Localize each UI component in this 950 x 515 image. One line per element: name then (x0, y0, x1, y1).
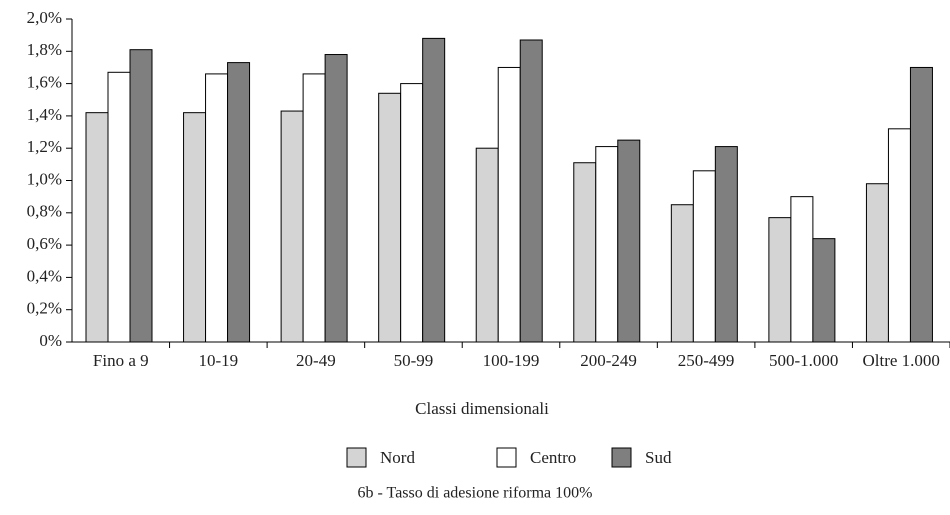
bar (519, 39, 543, 343)
y-tick-label: 1,8% (27, 40, 62, 59)
bar (595, 146, 619, 343)
bar (692, 170, 716, 343)
x-tick-label: 10-19 (198, 351, 239, 370)
bar (107, 71, 131, 343)
bar (865, 183, 889, 343)
bar (302, 73, 326, 343)
y-tick-label: 1,2% (27, 137, 62, 156)
x-axis-title: Classi dimensionali (415, 399, 549, 418)
caption: 6b - Tasso di adesione riforma 100% (358, 485, 593, 502)
legend-swatch (346, 447, 367, 468)
bar (280, 110, 304, 343)
x-tick-label: 20-49 (296, 351, 336, 370)
y-tick-label: 2,0% (27, 8, 62, 27)
bar (768, 217, 792, 343)
x-tick-label: 50-99 (393, 351, 434, 370)
bar (812, 238, 836, 343)
bar (378, 92, 402, 343)
bar (714, 146, 738, 343)
y-tick-label: 1,6% (27, 73, 62, 92)
bar (400, 83, 424, 343)
y-tick-label: 0% (39, 331, 62, 350)
x-tick-label: 100-199 (482, 351, 540, 370)
bar (497, 66, 521, 343)
legend-label: Nord (380, 448, 415, 467)
x-tick-label: Fino a 9 (92, 351, 149, 370)
bar (324, 54, 348, 343)
legend-swatch (611, 447, 632, 468)
y-tick-label: 1,0% (27, 169, 62, 188)
x-tick-label: 500-1.000 (768, 351, 839, 370)
bar (573, 162, 597, 343)
legend-swatch (496, 447, 517, 468)
x-tick-label: 250-499 (677, 351, 735, 370)
y-tick-label: 1,4% (27, 105, 62, 124)
bar (85, 112, 109, 343)
bar (129, 49, 153, 343)
bar (227, 62, 251, 343)
bar (183, 112, 207, 343)
bar (887, 128, 911, 343)
bar (909, 66, 933, 343)
bar (617, 139, 641, 343)
x-tick-label: 200-249 (580, 351, 637, 370)
bar (670, 204, 694, 343)
y-tick-label: 0,4% (27, 266, 62, 285)
y-tick-label: 0,6% (27, 234, 62, 253)
x-tick-label: Oltre 1.000 (862, 351, 940, 370)
bar (422, 37, 446, 343)
y-tick-label: 0,8% (27, 202, 62, 221)
bar (205, 73, 229, 343)
bar (790, 196, 814, 343)
legend-label: Centro (530, 448, 576, 467)
bar (475, 147, 499, 343)
y-tick-label: 0,2% (27, 299, 62, 318)
legend-label: Sud (645, 448, 672, 467)
